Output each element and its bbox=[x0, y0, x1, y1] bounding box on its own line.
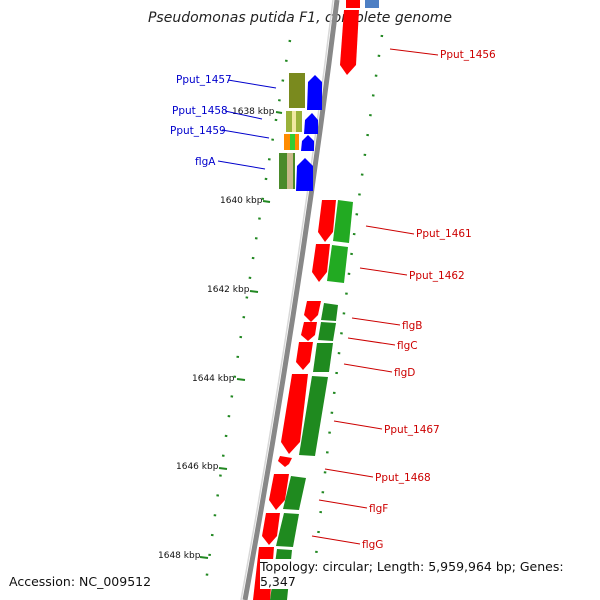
gene-bar-pput-1467 bbox=[299, 376, 328, 456]
gene-bar-pput-1461 bbox=[333, 200, 353, 243]
scale-tick-1638 bbox=[275, 111, 283, 114]
leader-line bbox=[359, 267, 408, 276]
scale-tick-1640 bbox=[262, 200, 271, 203]
gene-label-flgc: flgC bbox=[397, 340, 418, 352]
cds-arrow-flgb bbox=[304, 301, 321, 322]
cds-arrow-pput-1457 bbox=[307, 75, 322, 110]
cds-arrow-pput-1467 bbox=[281, 374, 308, 454]
leader-line bbox=[217, 160, 266, 170]
gene-label-flgf: flgF bbox=[369, 503, 388, 515]
gene-bar-pput-1459-stripe bbox=[290, 134, 295, 150]
scale-label: 1638 kbp bbox=[232, 107, 275, 117]
scale-tick-1648 bbox=[199, 556, 209, 559]
scale-tick-1646 bbox=[218, 467, 228, 470]
cds-arrow-flgf bbox=[269, 474, 289, 510]
cds-arrow-flga bbox=[296, 158, 313, 191]
gene-label-pput-1456: Pput_1456 bbox=[440, 49, 496, 61]
cds-arrow-pput-1462 bbox=[312, 244, 330, 282]
leader-line bbox=[343, 363, 393, 373]
leader-line bbox=[224, 110, 263, 120]
cds-arrow-flgc bbox=[301, 322, 317, 341]
scale-label: 1642 kbp bbox=[207, 285, 250, 295]
leader-line bbox=[318, 499, 368, 509]
topology-text: Topology: circular; Length: 5,959,964 bp… bbox=[260, 559, 600, 589]
gene-bar-pput-1457 bbox=[289, 73, 305, 108]
leader-line bbox=[351, 317, 401, 326]
cds-arrow-pput-1458 bbox=[304, 113, 318, 134]
leader-line bbox=[324, 468, 374, 478]
partial-cds-top bbox=[346, 0, 360, 8]
gene-label-pput-1461: Pput_1461 bbox=[416, 228, 472, 240]
gene-bar-flgg bbox=[276, 513, 299, 547]
inner-tick-ring bbox=[203, 39, 292, 591]
scale-tick-1644 bbox=[236, 378, 246, 381]
genome-backbone bbox=[242, 0, 340, 600]
forward-label-leaders bbox=[217, 79, 277, 170]
leader-line bbox=[311, 535, 361, 545]
gene-label-flgb: flgB bbox=[402, 320, 422, 332]
gene-bar-flgc bbox=[318, 322, 336, 341]
cds-arrow-pput-1456 bbox=[340, 10, 359, 75]
gene-label-pput-1457: Pput_1457 bbox=[176, 74, 232, 86]
partial-cds-top-blue bbox=[365, 0, 379, 8]
accession-text: Accession: NC_009512 bbox=[9, 574, 152, 589]
gene-label-pput-1467: Pput_1467 bbox=[384, 424, 440, 436]
cds-arrow-flgd bbox=[296, 342, 313, 370]
scale-label: 1648 kbp bbox=[158, 551, 201, 561]
gene-label-flgg: flgG bbox=[362, 539, 383, 551]
scale-labels: 1638 kbp 1640 kbp 1642 kbp 1644 kbp 1646… bbox=[158, 107, 275, 561]
cds-arrow-pput-1459 bbox=[301, 135, 314, 151]
leader-line bbox=[227, 79, 277, 89]
cds-arrow-pput-1468 bbox=[278, 456, 292, 467]
gene-bar-flgb bbox=[321, 303, 338, 321]
gene-bar-flgd bbox=[313, 343, 333, 372]
gene-bar-pput-1462 bbox=[327, 245, 348, 283]
map-title: Pseudomonas putida F1, complete genome bbox=[147, 10, 453, 26]
reverse-gene-labels: Pput_1456 Pput_1461 Pput_1462 flgB flgC … bbox=[362, 49, 496, 551]
leader-line bbox=[365, 225, 415, 235]
gene-label-flga: flgA bbox=[195, 156, 216, 168]
gene-label-flgd: flgD bbox=[394, 367, 415, 379]
forward-gene-labels: Pput_1457 Pput_1458 Pput_1459 flgA bbox=[170, 74, 232, 168]
gene-label-pput-1458: Pput_1458 bbox=[172, 105, 228, 117]
scale-label: 1646 kbp bbox=[176, 462, 219, 472]
cds-arrow-flgg bbox=[262, 513, 280, 545]
scale-tick-1642 bbox=[249, 290, 259, 293]
reverse-label-leaders bbox=[311, 48, 439, 545]
leader-line bbox=[221, 129, 270, 139]
scale-label: 1644 kbp bbox=[192, 374, 235, 384]
scale-label: 1640 kbp bbox=[220, 196, 263, 206]
gene-bar-flga-stripe bbox=[287, 153, 293, 189]
genome-backbone-highlight bbox=[240, 0, 334, 600]
gene-label-pput-1462: Pput_1462 bbox=[409, 270, 465, 282]
cds-arrow-pput-1461 bbox=[318, 200, 336, 242]
leader-line bbox=[333, 420, 383, 430]
leader-line bbox=[389, 48, 439, 56]
leader-line bbox=[347, 337, 396, 346]
gene-label-pput-1468: Pput_1468 bbox=[375, 472, 431, 484]
gene-bar-pput-1458-stripe bbox=[292, 111, 296, 132]
gene-bar-flgf bbox=[283, 476, 306, 510]
gene-label-pput-1459: Pput_1459 bbox=[170, 125, 226, 137]
